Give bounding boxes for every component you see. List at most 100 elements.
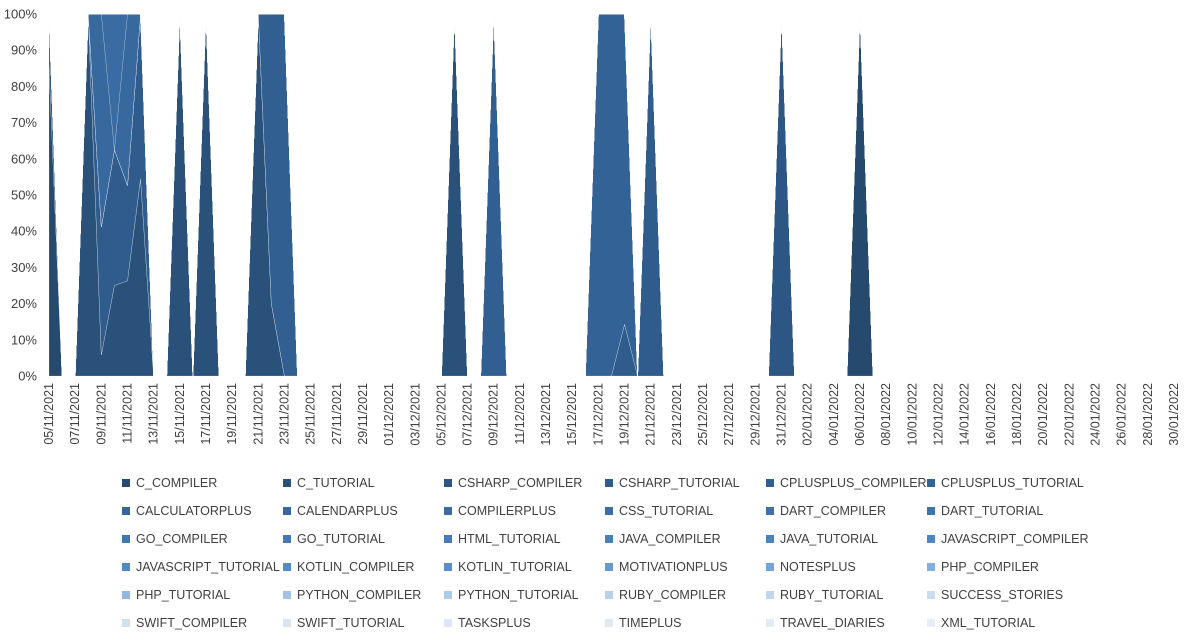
y-tick-label: 30% <box>11 260 37 275</box>
legend-swatch <box>605 479 613 487</box>
legend-label: CALCULATORPLUS <box>136 504 252 518</box>
legend-item: DART_COMPILER <box>766 502 886 520</box>
y-tick-label: 50% <box>11 188 37 203</box>
legend-label: CALENDARPLUS <box>297 504 398 518</box>
y-tick-label: 40% <box>11 224 37 239</box>
x-tick-label: 19/11/2021 <box>225 383 239 445</box>
x-tick-label: 28/01/2022 <box>1141 383 1155 446</box>
legend-item: NOTESPLUS <box>766 558 856 576</box>
legend-swatch <box>927 591 935 599</box>
legend-swatch <box>927 479 935 487</box>
x-tick-label: 17/12/2021 <box>591 383 605 446</box>
x-tick-label: 23/11/2021 <box>277 383 291 445</box>
x-tick-label: 19/12/2021 <box>618 383 632 446</box>
legend-swatch <box>283 591 291 599</box>
legend-label: DART_TUTORIAL <box>941 504 1044 518</box>
legend-swatch <box>283 507 291 515</box>
legend-item: TASKSPLUS <box>444 614 531 632</box>
legend-label: SWIFT_COMPILER <box>136 616 248 630</box>
x-tick-label: 25/12/2021 <box>696 383 710 446</box>
x-tick-label: 25/11/2021 <box>304 383 318 445</box>
legend-swatch <box>444 479 452 487</box>
x-tick-label: 13/12/2021 <box>539 383 553 446</box>
x-tick-label: 16/01/2022 <box>984 383 998 446</box>
legend-item: C_COMPILER <box>122 474 217 492</box>
y-tick-label: 90% <box>11 43 37 58</box>
legend-item: SWIFT_COMPILER <box>122 614 247 632</box>
legend-swatch <box>122 507 130 515</box>
x-tick-label: 24/01/2022 <box>1088 383 1102 446</box>
legend-label: KOTLIN_TUTORIAL <box>458 560 572 574</box>
x-tick-label: 18/01/2022 <box>1010 383 1024 446</box>
legend-item: CPLUSPLUS_COMPILER <box>766 474 927 492</box>
legend-label: TASKSPLUS <box>458 616 531 630</box>
legend-item: GO_TUTORIAL <box>283 530 385 548</box>
legend-label: GO_COMPILER <box>136 532 228 546</box>
x-tick-label: 06/01/2022 <box>853 383 867 446</box>
legend-item: TIMEPLUS <box>605 614 682 632</box>
legend-item: DART_TUTORIAL <box>927 502 1043 520</box>
x-tick-label: 08/01/2022 <box>879 383 893 446</box>
legend-swatch <box>766 507 774 515</box>
x-tick-label: 11/12/2021 <box>513 383 527 445</box>
legend-swatch <box>444 507 452 515</box>
legend-label: HTML_TUTORIAL <box>458 532 561 546</box>
legend-swatch <box>122 591 130 599</box>
legend-swatch <box>122 563 130 571</box>
legend-label: C_COMPILER <box>136 476 218 490</box>
legend-label: C_TUTORIAL <box>297 476 375 490</box>
x-tick-label: 29/11/2021 <box>356 383 370 445</box>
legend-label: SWIFT_TUTORIAL <box>297 616 405 630</box>
y-tick-label: 0% <box>18 369 37 384</box>
x-tick-label: 27/11/2021 <box>330 383 344 445</box>
legend-swatch <box>605 591 613 599</box>
legend-item: RUBY_COMPILER <box>605 586 726 604</box>
x-tick-label: 22/01/2022 <box>1062 383 1076 446</box>
legend-label: PYTHON_COMPILER <box>297 588 422 602</box>
legend-label: TRAVEL_DIARIES <box>780 616 885 630</box>
legend-swatch <box>283 535 291 543</box>
legend-item: CALCULATORPLUS <box>122 502 252 520</box>
x-axis-tick-labels: 05/11/2021 07/11/2021 09/11/2021 11/11/2021… <box>42 383 1181 446</box>
y-tick-label: 70% <box>11 115 37 130</box>
legend-label: XML_TUTORIAL <box>941 616 1036 630</box>
legend-label: PYTHON_TUTORIAL <box>458 588 579 602</box>
x-tick-label: 03/12/2021 <box>408 383 422 446</box>
legend-label: JAVA_TUTORIAL <box>780 532 878 546</box>
y-tick-label: 20% <box>11 296 37 311</box>
legend-label: PHP_COMPILER <box>941 560 1039 574</box>
legend-item: JAVA_TUTORIAL <box>766 530 878 548</box>
x-tick-label: 23/12/2021 <box>670 383 684 446</box>
legend-swatch <box>927 535 935 543</box>
legend-swatch <box>122 535 130 543</box>
x-tick-label: 14/01/2022 <box>958 383 972 446</box>
x-tick-label: 29/12/2021 <box>748 383 762 446</box>
legend-label: SUCCESS_STORIES <box>941 588 1064 602</box>
x-tick-label: 01/12/2021 <box>382 383 396 446</box>
legend-label: GO_TUTORIAL <box>297 532 385 546</box>
legend-item: CSHARP_TUTORIAL <box>605 474 740 492</box>
x-tick-label: 11/11/2021 <box>120 383 134 444</box>
legend-swatch <box>283 479 291 487</box>
x-tick-label: 15/12/2021 <box>565 383 579 446</box>
legend-swatch <box>927 563 935 571</box>
x-tick-label: 09/12/2021 <box>487 383 501 446</box>
legend-swatch <box>444 563 452 571</box>
legend-item: KOTLIN_TUTORIAL <box>444 558 572 576</box>
legend-swatch <box>766 591 774 599</box>
legend-item: JAVA_COMPILER <box>605 530 721 548</box>
x-tick-label: 02/01/2022 <box>801 383 815 446</box>
legend-label: CSS_TUTORIAL <box>619 504 714 518</box>
legend-item: SWIFT_TUTORIAL <box>283 614 404 632</box>
x-tick-label: 20/01/2022 <box>1036 383 1050 446</box>
legend-label: CSHARP_TUTORIAL <box>619 476 740 490</box>
legend-label: CPLUSPLUS_TUTORIAL <box>941 476 1084 490</box>
area-series-group <box>48 13 1187 377</box>
legend-item: GO_COMPILER <box>122 530 228 548</box>
legend-swatch <box>122 479 130 487</box>
x-tick-label: 10/01/2022 <box>905 383 919 446</box>
legend-item: XML_TUTORIAL <box>927 614 1035 632</box>
legend-swatch <box>283 619 291 627</box>
y-tick-label: 10% <box>11 332 37 347</box>
